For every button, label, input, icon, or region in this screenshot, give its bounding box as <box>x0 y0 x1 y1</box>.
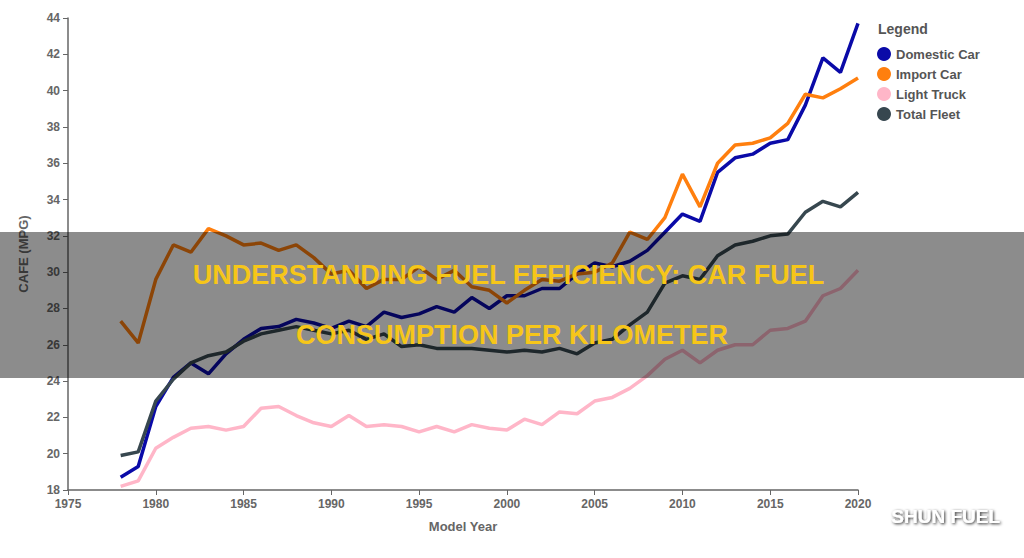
svg-text:42: 42 <box>47 47 61 61</box>
svg-text:Legend: Legend <box>878 21 928 37</box>
svg-text:38: 38 <box>47 120 61 134</box>
svg-text:1980: 1980 <box>142 497 169 511</box>
svg-text:2005: 2005 <box>581 497 608 511</box>
svg-text:1975: 1975 <box>55 497 82 511</box>
svg-text:40: 40 <box>47 84 61 98</box>
svg-text:2000: 2000 <box>494 497 521 511</box>
svg-text:24: 24 <box>46 374 60 389</box>
svg-text:2015: 2015 <box>757 497 784 511</box>
svg-text:Total Fleet: Total Fleet <box>896 107 961 122</box>
svg-text:22: 22 <box>47 410 61 424</box>
svg-text:SHUN FUEL: SHUN FUEL <box>891 506 1000 527</box>
svg-text:1990: 1990 <box>318 497 345 511</box>
svg-text:Light Truck: Light Truck <box>896 87 967 102</box>
svg-text:CONSUMPTION PER KILOMETER: CONSUMPTION PER KILOMETER <box>296 320 728 350</box>
svg-text:Domestic Car: Domestic Car <box>896 47 980 62</box>
svg-text:1985: 1985 <box>230 497 257 511</box>
svg-text:Model Year: Model Year <box>429 519 497 534</box>
svg-text:Import Car: Import Car <box>896 67 962 82</box>
svg-text:36: 36 <box>47 156 61 170</box>
svg-text:1995: 1995 <box>406 497 433 511</box>
svg-text:UNDERSTANDING FUEL EFFICIENCY:: UNDERSTANDING FUEL EFFICIENCY: CAR FUEL <box>193 260 832 290</box>
svg-text:20: 20 <box>47 447 61 461</box>
svg-text:34: 34 <box>47 193 61 207</box>
svg-text:18: 18 <box>47 483 61 497</box>
svg-text:2020: 2020 <box>845 497 872 511</box>
svg-text:44: 44 <box>47 11 61 25</box>
svg-text:2010: 2010 <box>669 497 696 511</box>
